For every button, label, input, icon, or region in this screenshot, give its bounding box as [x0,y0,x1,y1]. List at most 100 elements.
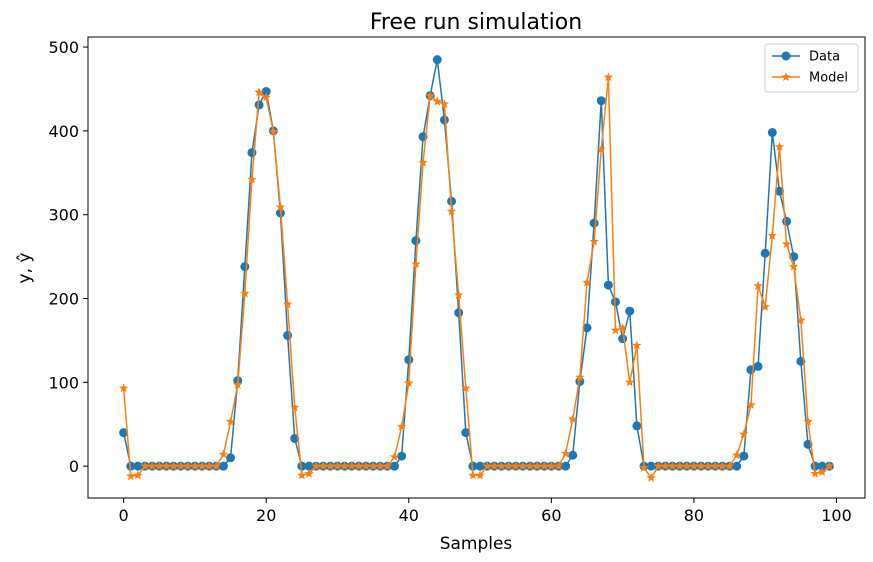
data-point-data [568,450,578,460]
data-point-model [610,325,621,335]
data-point-model [197,461,207,471]
data-point-model [518,461,528,471]
chart-title: Free run simulation [370,10,582,35]
data-point-model [147,461,157,471]
data-point-model [589,236,599,246]
legend-marker-model [781,72,791,82]
data-point-data [632,421,642,431]
data-point-data [810,461,820,471]
y-tick-label: 0 [69,457,79,476]
data-point-model [411,259,421,269]
y-axis-label: y, ŷ [15,253,35,284]
data-point-data [646,461,656,471]
data-point-data [625,306,635,316]
y-tick-label: 100 [48,373,79,392]
plot-area [118,55,835,482]
data-point-data [611,297,621,307]
data-point-model [674,461,685,471]
data-point-data [582,323,592,333]
data-point-model [126,471,136,481]
y-tick-label: 400 [48,122,79,141]
data-point-model [318,461,328,471]
data-point-model [482,461,492,471]
data-point-model [739,429,749,439]
data-point-model [118,383,129,393]
data-point-model [553,461,564,471]
data-point-model [525,461,535,471]
data-point-model [753,280,763,290]
data-point-model [710,461,721,471]
data-point-model [724,461,735,471]
data-point-model [824,461,835,471]
x-tick-label: 100 [821,506,852,525]
data-point-model [396,421,407,431]
data-point-data [767,128,777,138]
data-point-model [154,461,165,471]
x-tick-label: 40 [399,506,419,525]
data-point-data [596,96,606,106]
data-point-data [283,330,293,340]
x-tick-label: 0 [119,506,129,525]
data-point-model [168,461,179,471]
data-point-model [760,301,770,311]
data-point-model [746,399,756,410]
data-point-model [389,451,400,461]
data-point-model [354,461,364,471]
data-point-model [475,470,485,480]
data-point-data [290,433,300,443]
data-point-model [183,461,193,471]
x-tick-label: 60 [541,506,561,525]
data-point-model [247,174,257,184]
data-point-model [425,90,435,100]
y-tick-label: 200 [48,290,79,309]
x-tick-label: 80 [684,506,704,525]
data-point-model [232,379,243,389]
data-point-model [560,448,571,458]
data-point-data [603,280,613,290]
data-point-model [696,461,706,471]
data-point-data [240,262,250,272]
data-point-model [204,461,214,471]
data-point-model [347,461,357,471]
data-point-model [496,461,507,471]
data-point-model [439,99,450,109]
legend-label-model: Model [809,71,848,86]
data-point-model [382,461,393,471]
legend-label-data: Data [809,50,840,65]
series-line-model [122,76,830,479]
data-point-model [489,461,500,471]
data-point-model [567,414,578,424]
data-point-model [717,461,728,471]
data-point-data [304,461,314,471]
data-point-model [632,340,642,350]
x-axis-label: Samples [440,534,513,554]
data-point-model [510,461,521,471]
data-point-model [432,96,443,106]
data-point-data [218,461,228,471]
y-tick-label: 500 [48,38,79,57]
y-tick-label: 300 [48,206,79,225]
data-point-model [639,462,649,472]
data-point-model [796,315,806,325]
data-point-model [788,261,799,271]
data-point-model [225,416,236,426]
data-point-model [211,461,222,471]
data-point-model [468,470,478,480]
data-point-model [646,472,656,482]
data-point-model [703,461,713,471]
data-point-model [625,377,635,387]
data-point-model [325,461,336,471]
data-point-data [753,361,763,371]
data-point-model [161,461,172,471]
data-point-model [261,92,271,102]
data-point-data [411,236,421,246]
data-point-model [582,277,592,287]
data-point-model [810,468,820,478]
data-point-model [767,230,778,240]
data-point-model [361,461,371,471]
data-point-model [596,144,606,154]
data-point-model [539,461,549,471]
data-point-data [760,248,770,258]
x-axis: 0 20 40 60 80 100 [119,498,852,525]
data-point-data [261,86,271,96]
